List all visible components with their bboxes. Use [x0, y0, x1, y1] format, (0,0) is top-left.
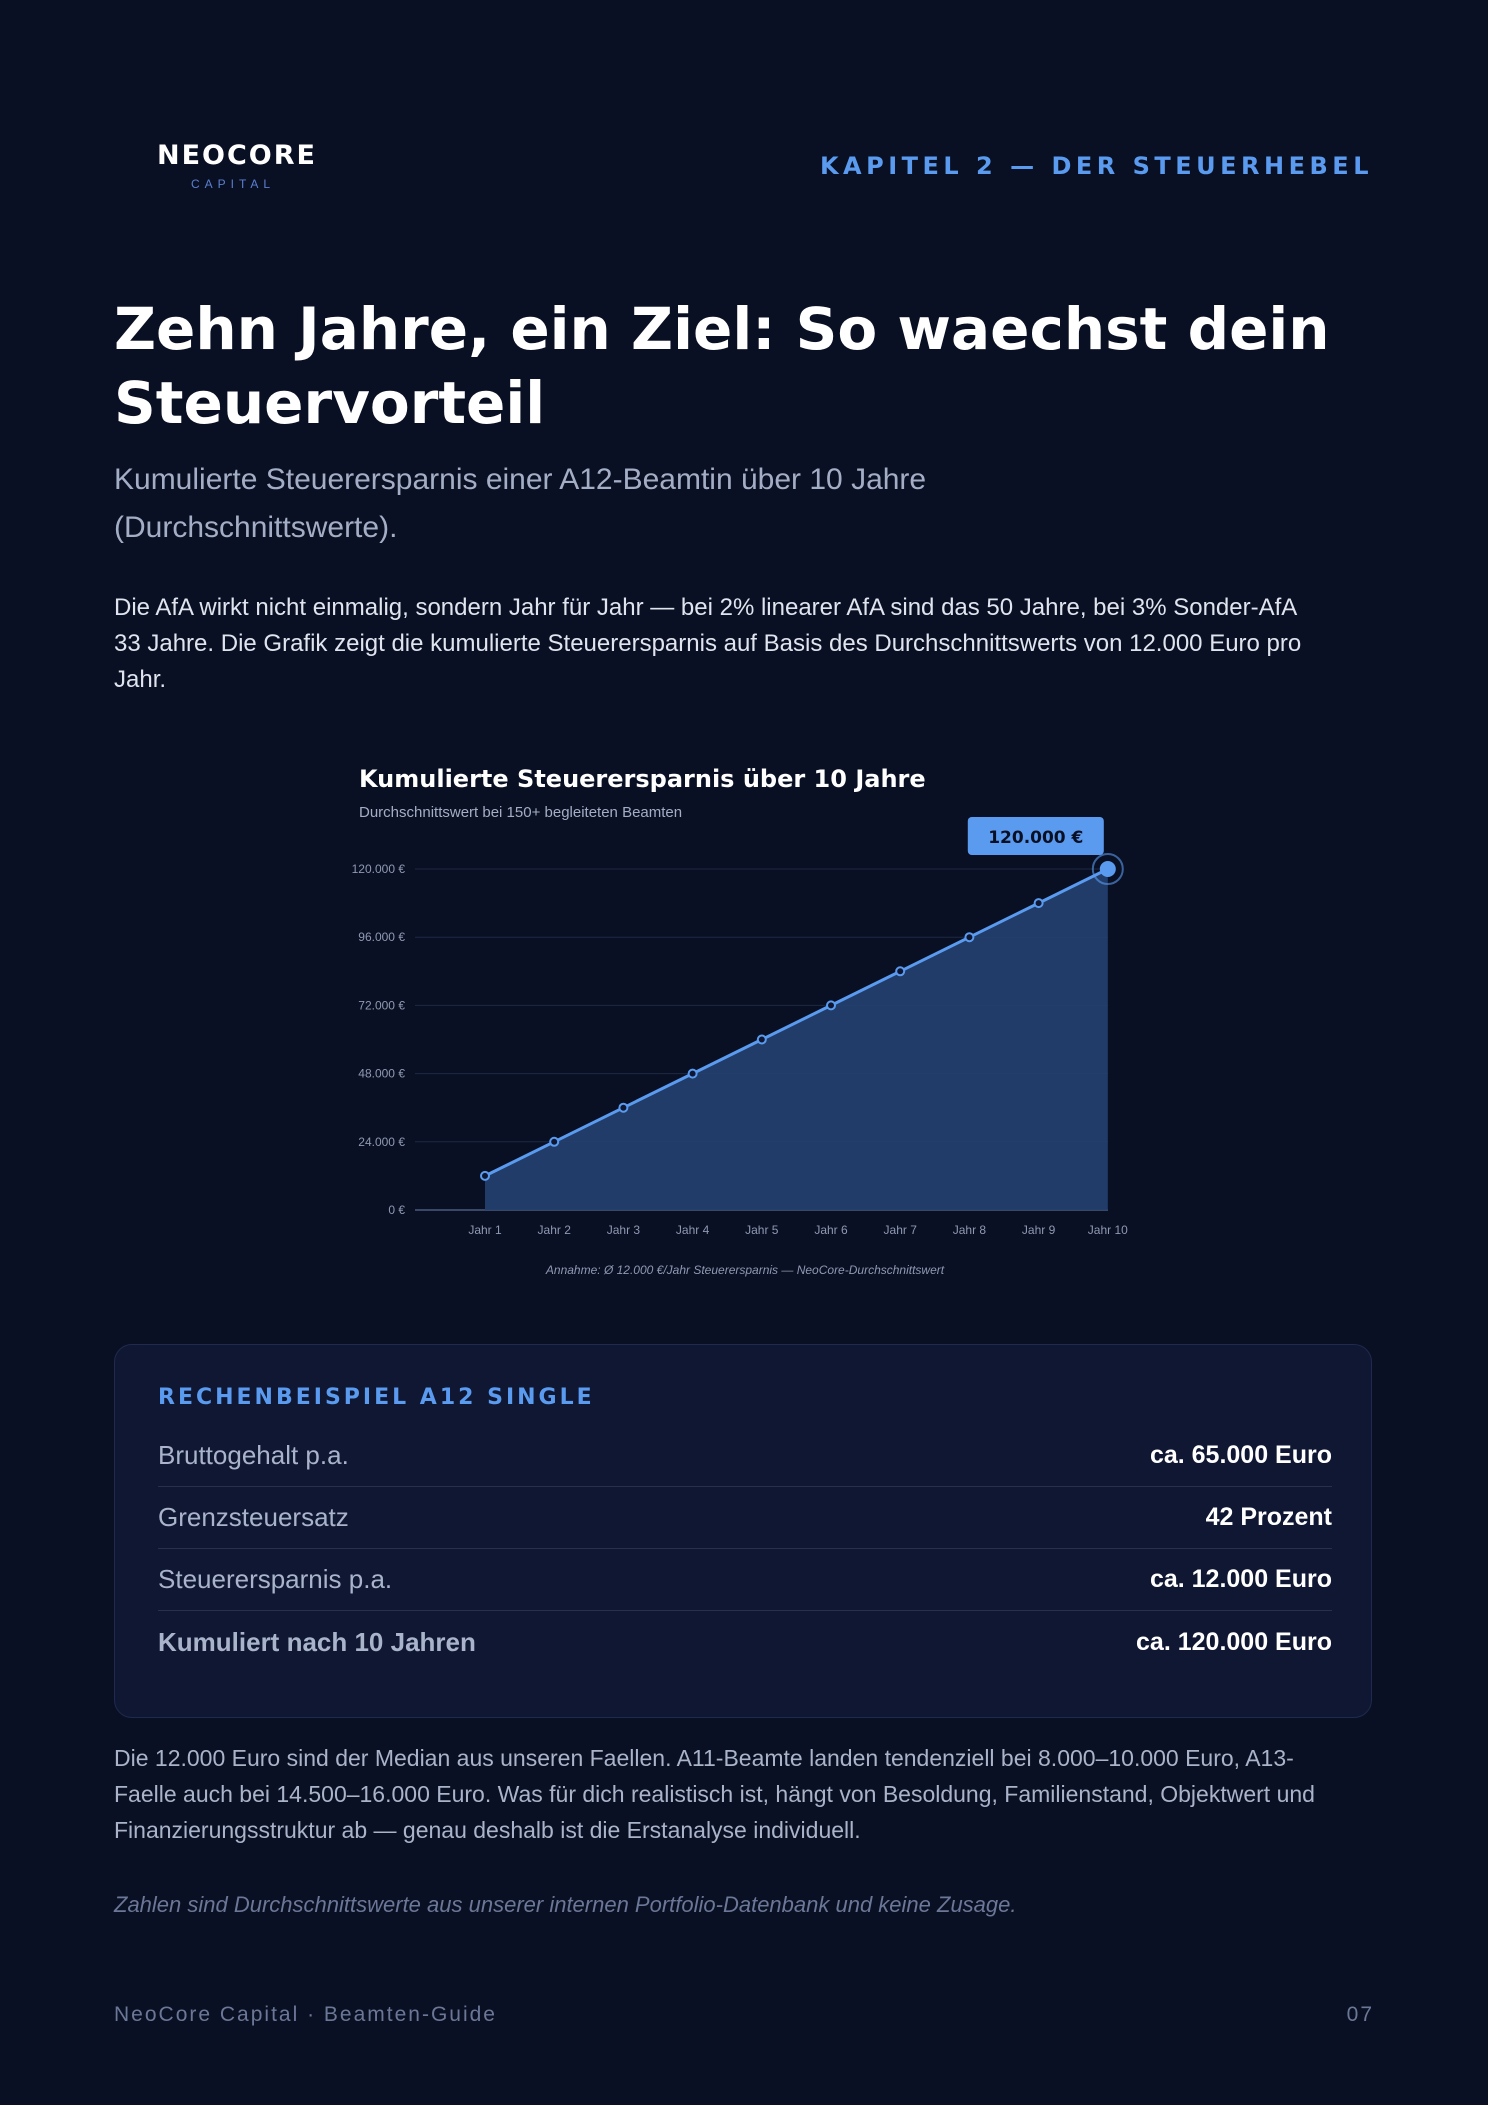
value-callout-label: 120.000 €	[988, 828, 1083, 848]
row-annual-tax-savings: Steuerersparnis p.a. ca. 12.000 Euro	[158, 1549, 1332, 1611]
x-tick-label: Jahr 7	[884, 1223, 918, 1237]
x-tick-label: Jahr 9	[1022, 1223, 1056, 1237]
data-point	[549, 1136, 560, 1147]
x-tick-label: Jahr 4	[676, 1223, 710, 1237]
x-tick-label: Jahr 1	[468, 1223, 502, 1237]
endpoint-halo	[1091, 853, 1124, 885]
x-tick-label: Jahr 8	[953, 1223, 987, 1237]
data-point	[964, 932, 975, 943]
footer-brand: NeoCore Capital · Beamten-Guide	[114, 2003, 497, 2026]
page-number: 07	[1346, 2003, 1374, 2026]
disclaimer: Zahlen sind Durchschnittswerte aus unser…	[114, 1892, 1017, 1917]
x-tick-label: Jahr 10	[1088, 1223, 1128, 1237]
row-label: Steuerersparnis p.a.	[158, 1564, 393, 1594]
intro-paragraph: Die AfA wirkt nicht einmalig, sondern Ja…	[114, 594, 1302, 693]
page-subtitle: Kumulierte Steuerersparnis einer A12-Bea…	[114, 463, 927, 544]
data-point	[895, 966, 906, 977]
data-point	[687, 1068, 698, 1079]
x-tick-label: Jahr 3	[607, 1223, 641, 1237]
series-line	[484, 867, 1109, 1178]
data-point	[756, 1034, 767, 1045]
savings-chart: 0 € 24.000 € 48.000 € 72.000 € 96.000 € 120.0…	[330, 755, 1160, 1285]
y-tick-label: 72.000 €	[358, 998, 405, 1012]
chart-title: Kumulierte Steuerersparnis über 10 Jahre	[359, 765, 926, 793]
calculation-example-card: RECHENBEISPIEL A12 SINGLE Bruttogehalt p…	[114, 1344, 1372, 1718]
row-value: ca. 65.000 Euro	[1149, 1441, 1332, 1469]
data-point	[826, 1000, 836, 1011]
data-point	[618, 1102, 629, 1113]
page-header: NEOCORE CAPITAL KAPITEL 2 — DER STEUERHE…	[0, 0, 1488, 260]
row-label: Kumuliert nach 10 Jahren	[158, 1626, 476, 1657]
value-callout-badge	[967, 817, 1104, 855]
chart-canvas: 0 € 24.000 € 48.000 € 72.000 € 96.000 € 120.0…	[352, 817, 1128, 1277]
data-point	[480, 1170, 490, 1181]
row-gross-salary: Bruttogehalt p.a. ca. 65.000 Euro	[158, 1425, 1332, 1487]
row-value: ca. 12.000 Euro	[1149, 1565, 1332, 1593]
card-title: RECHENBEISPIEL A12 SINGLE	[158, 1385, 595, 1410]
row-value: ca. 120.000 Euro	[1136, 1627, 1332, 1656]
y-tick-label: 96.000 €	[358, 930, 405, 944]
chart-footnote: Annahme: Ø 12.000 €/Jahr Steuerersparnis…	[545, 1263, 945, 1277]
row-label: Grenzsteuersatz	[158, 1502, 349, 1532]
data-point	[1033, 898, 1044, 909]
y-tick-label: 48.000 €	[358, 1067, 405, 1081]
y-tick-label: 0 €	[388, 1203, 405, 1217]
chapter-label: KAPITEL 2 — DER STEUERHEBEL	[819, 152, 1373, 180]
median-note: Die 12.000 Euro sind der Median aus unse…	[114, 1745, 1315, 1843]
logo-wordmark: NEOCORE	[157, 140, 317, 171]
logo-tagline: CAPITAL	[190, 177, 276, 191]
x-tick-label: Jahr 2	[538, 1223, 572, 1237]
chart-subtitle: Durchschnittswert bei 150+ begleiteten B…	[359, 804, 683, 821]
x-tick-label: Jahr 5	[745, 1223, 779, 1237]
y-tick-label: 120.000 €	[352, 862, 406, 876]
brand-logo: NEOCORE CAPITAL	[157, 140, 317, 191]
row-marginal-tax-rate: Grenzsteuersatz 42 Prozent	[158, 1487, 1332, 1549]
x-tick-label: Jahr 6	[814, 1223, 848, 1237]
y-tick-label: 24.000 €	[358, 1135, 405, 1149]
row-cumulative-savings: Kumuliert nach 10 Jahren ca. 120.000 Eur…	[158, 1611, 1332, 1673]
data-point	[1099, 861, 1116, 877]
series-area	[485, 869, 1108, 1210]
row-label: Bruttogehalt p.a.	[158, 1440, 349, 1470]
row-value: 42 Prozent	[1205, 1503, 1332, 1531]
page-title: Zehn Jahre, ein Ziel: So waechst dein St…	[114, 295, 1330, 437]
